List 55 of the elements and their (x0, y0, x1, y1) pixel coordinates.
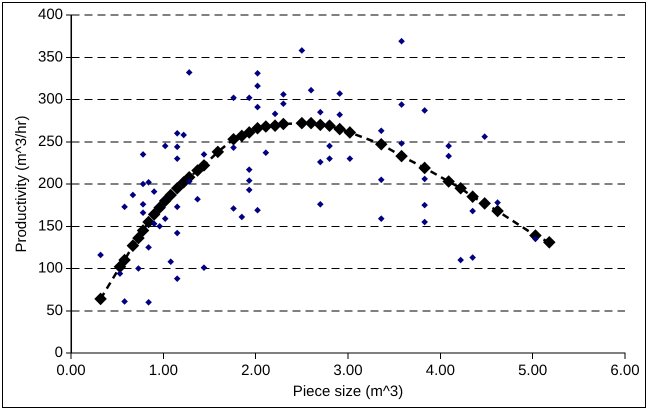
point (478, 198, 490, 210)
point (305, 117, 317, 129)
y-tick-label: 400 (38, 6, 64, 24)
x-tick-label: 1.00 (148, 362, 178, 380)
y-tick-label: 250 (38, 132, 64, 150)
y-tick-label: 0 (54, 344, 64, 362)
point (148, 208, 160, 220)
point (228, 133, 240, 145)
point (252, 122, 264, 134)
point (94, 293, 106, 305)
x-tick-label: 0.00 (56, 362, 86, 380)
point (296, 117, 308, 129)
point (212, 146, 224, 158)
point (171, 182, 183, 194)
y-tick-label: 300 (38, 90, 64, 108)
point (260, 120, 272, 132)
y-tick-label: 50 (46, 302, 64, 319)
point (127, 240, 139, 252)
y-tick-label: 200 (38, 175, 64, 192)
x-tick-label: 2.00 (241, 362, 270, 380)
point (278, 118, 290, 130)
point (269, 120, 281, 132)
point (334, 123, 346, 135)
x-tick-label: 3.00 (333, 362, 363, 380)
point (243, 126, 255, 138)
point (192, 164, 204, 176)
y-tick-label: 150 (38, 217, 64, 234)
point (142, 216, 154, 228)
y-tick-label: 350 (38, 48, 64, 66)
point (442, 176, 454, 188)
point (118, 254, 130, 266)
y-axis-title: Productivity (m^3/hr) (13, 115, 30, 253)
point (376, 138, 387, 150)
point (236, 130, 248, 142)
point (159, 195, 171, 207)
x-tick-label: 6.00 (610, 362, 640, 380)
x-tick-label: 4.00 (426, 362, 455, 380)
x-tick-label: 5.00 (518, 362, 548, 380)
point (164, 189, 176, 201)
point (132, 232, 144, 244)
point (324, 120, 336, 132)
point (114, 261, 126, 273)
point (492, 205, 504, 217)
y-tick-label: 100 (38, 260, 64, 277)
point (198, 160, 210, 172)
point (466, 190, 478, 202)
point (454, 182, 466, 194)
point (544, 236, 556, 248)
point (344, 126, 356, 138)
point (418, 162, 430, 174)
point (137, 224, 149, 236)
point (314, 119, 326, 131)
point (154, 202, 166, 214)
point (396, 150, 408, 162)
x-axis-title: Piece size (m^3) (292, 383, 404, 400)
